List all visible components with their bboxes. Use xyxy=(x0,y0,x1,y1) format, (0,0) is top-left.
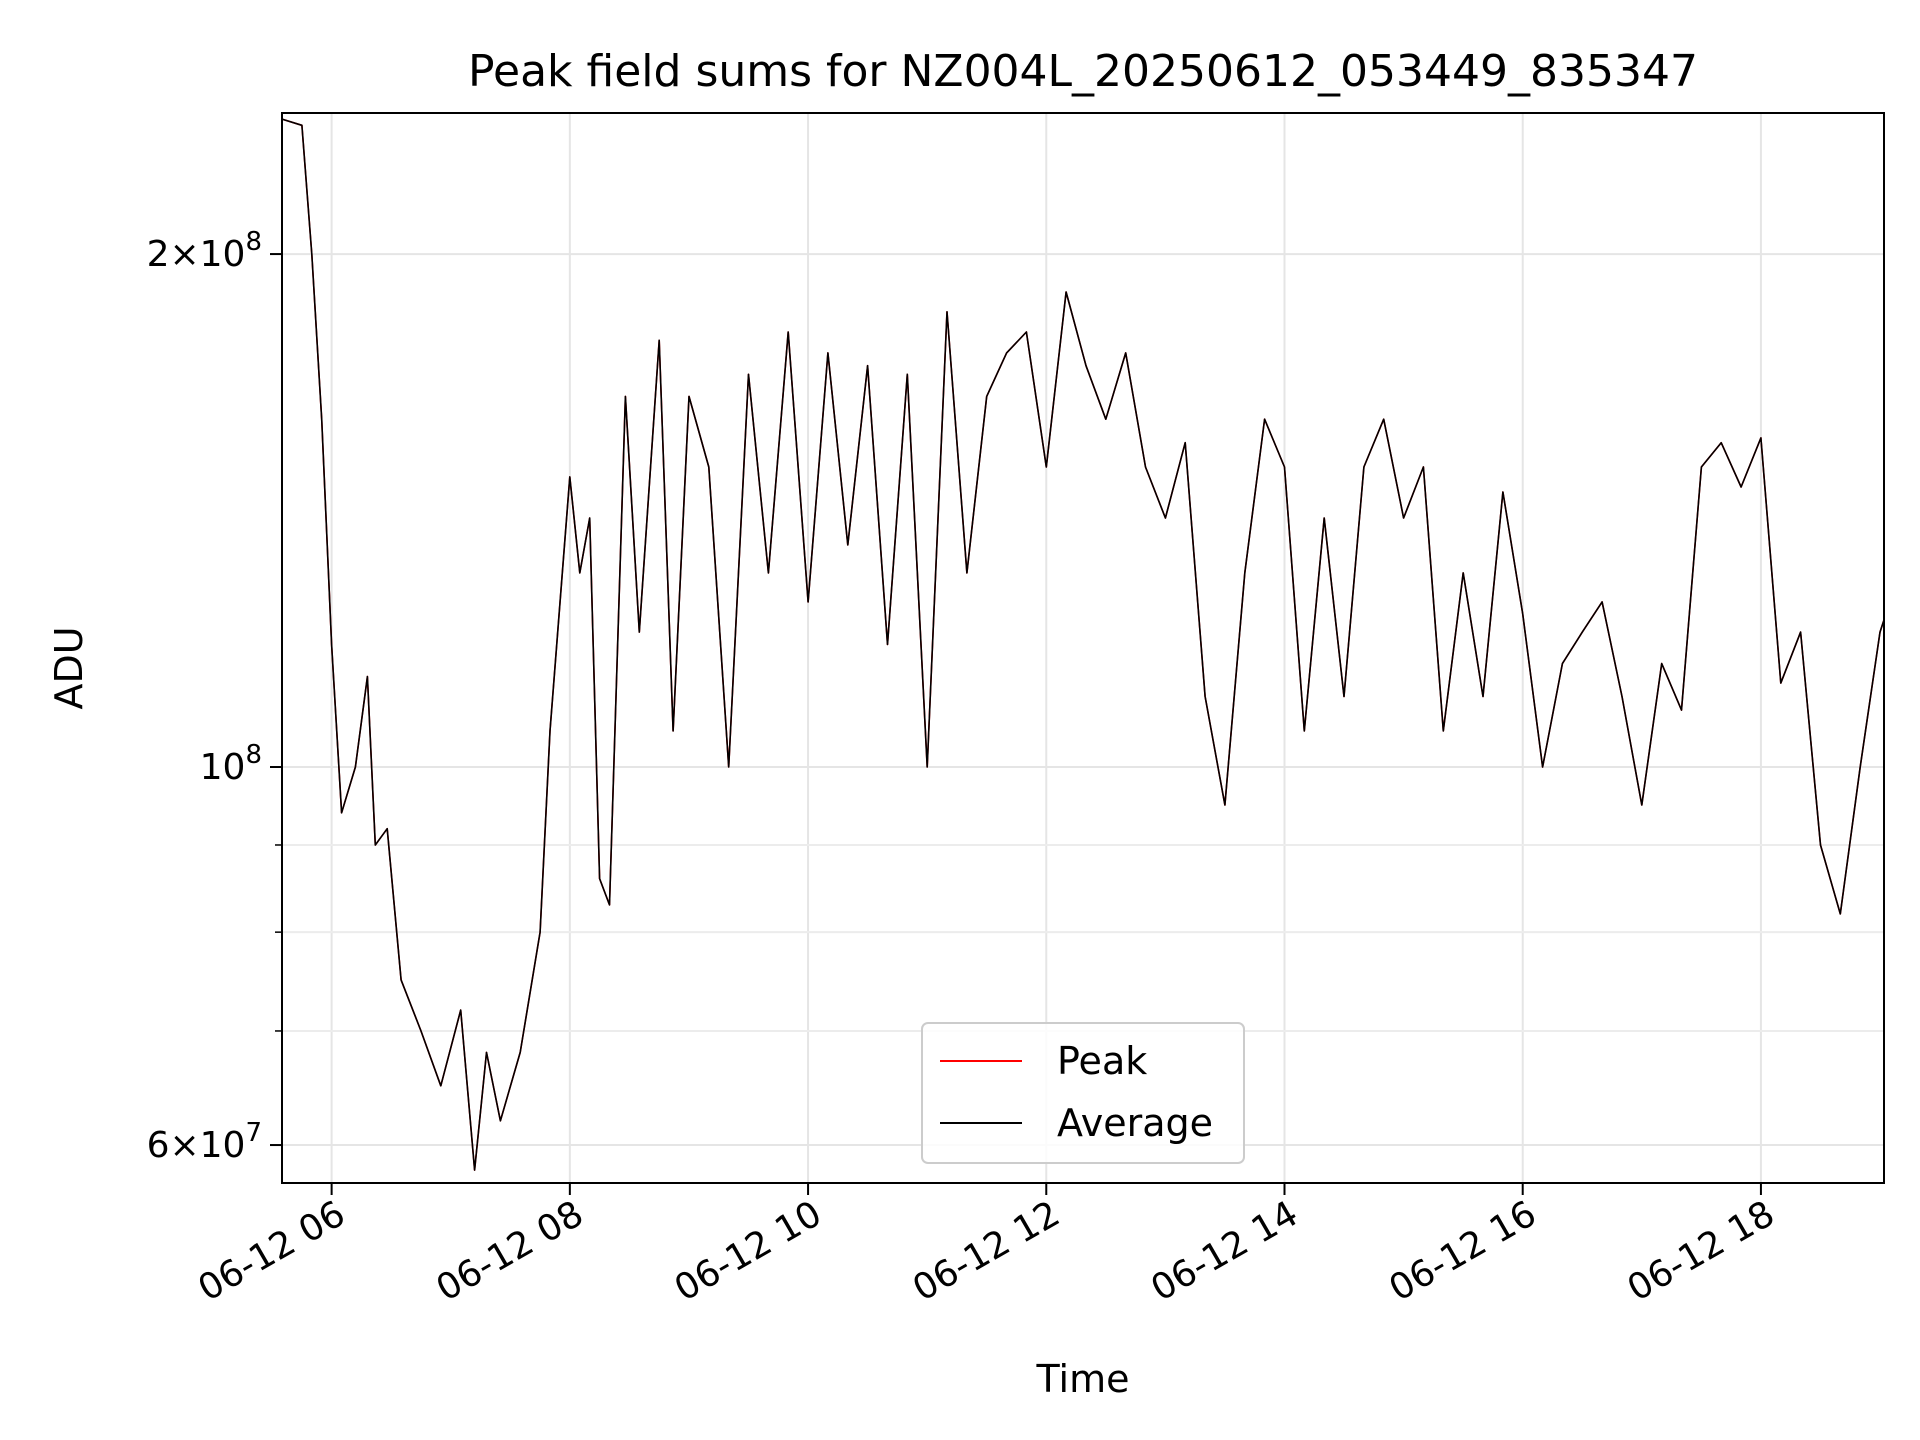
y-axis: 108 2×108 6×107 xyxy=(147,227,282,1166)
series-line-average xyxy=(281,118,1885,1171)
plot-frame xyxy=(281,112,1885,1184)
legend-label-average: Average xyxy=(1057,1101,1213,1145)
y-tick-label: 108 xyxy=(200,740,262,788)
y-tick-label: 2×108 xyxy=(147,227,262,275)
y-axis-title: ADU xyxy=(47,626,91,709)
y-tick-label: 6×107 xyxy=(147,1118,262,1166)
chart-title: Peak field sums for NZ004L_20250612_0534… xyxy=(468,46,1698,97)
series-group xyxy=(281,118,1885,1171)
x-axis-title: Time xyxy=(1036,1357,1130,1401)
legend: Peak Average xyxy=(921,1022,1245,1164)
legend-label-peak: Peak xyxy=(1057,1039,1147,1083)
legend-box xyxy=(921,1022,1245,1164)
